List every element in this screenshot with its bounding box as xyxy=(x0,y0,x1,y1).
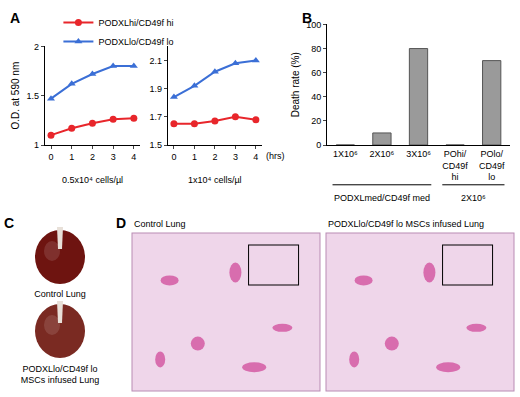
svg-text:1.5: 1.5 xyxy=(149,140,162,150)
svg-text:3X10⁶: 3X10⁶ xyxy=(406,149,431,159)
svg-text:1: 1 xyxy=(69,152,74,162)
svg-text:20: 20 xyxy=(311,116,321,126)
svg-text:Death rate (%): Death rate (%) xyxy=(290,52,301,117)
svg-text:Control Lung: Control Lung xyxy=(134,219,186,229)
svg-text:A: A xyxy=(10,10,20,26)
svg-text:0: 0 xyxy=(316,140,321,150)
svg-text:2: 2 xyxy=(34,42,39,52)
svg-text:1x10⁴ cells/µl: 1x10⁴ cells/µl xyxy=(188,175,242,185)
svg-text:(hrs): (hrs) xyxy=(266,151,285,161)
svg-text:2: 2 xyxy=(212,152,217,162)
svg-text:3: 3 xyxy=(233,152,238,162)
svg-text:1X10⁶: 1X10⁶ xyxy=(333,149,358,159)
svg-text:0.5x10⁴ cells/µl: 0.5x10⁴ cells/µl xyxy=(62,175,123,185)
svg-text:B: B xyxy=(302,10,312,26)
svg-text:0: 0 xyxy=(171,152,176,162)
svg-text:4: 4 xyxy=(253,152,258,162)
svg-text:1.5: 1.5 xyxy=(26,91,39,101)
svg-text:D: D xyxy=(116,215,126,231)
svg-text:2X10⁶: 2X10⁶ xyxy=(370,149,395,159)
svg-text:2X10⁶: 2X10⁶ xyxy=(461,193,486,203)
svg-text:2.1: 2.1 xyxy=(149,56,162,66)
svg-text:80: 80 xyxy=(311,44,321,54)
svg-text:MSCs infused Lung: MSCs infused Lung xyxy=(21,375,100,385)
svg-text:100: 100 xyxy=(306,20,321,30)
svg-text:POhi/CD49fhi: POhi/CD49fhi xyxy=(442,149,468,182)
svg-text:POlo/CD49flo: POlo/CD49flo xyxy=(479,149,505,182)
svg-text:PODXLmed/CD49f med: PODXLmed/CD49f med xyxy=(334,193,430,203)
svg-text:1.7: 1.7 xyxy=(149,112,162,122)
svg-text:PODXLhi/CD49f hi: PODXLhi/CD49f hi xyxy=(98,18,173,28)
svg-text:1: 1 xyxy=(34,140,39,150)
svg-text:PODXLlo/CD49f lo: PODXLlo/CD49f lo xyxy=(22,364,97,374)
svg-text:40: 40 xyxy=(311,92,321,102)
svg-text:1: 1 xyxy=(192,152,197,162)
svg-text:PODXLlo/CD49f lo MSCs infused: PODXLlo/CD49f lo MSCs infused Lung xyxy=(328,219,484,229)
svg-text:O.D. at 590 nm: O.D. at 590 nm xyxy=(10,62,21,130)
svg-text:PODXLlo/CD49f lo: PODXLlo/CD49f lo xyxy=(98,37,173,47)
svg-text:0: 0 xyxy=(48,152,53,162)
svg-text:60: 60 xyxy=(311,68,321,78)
svg-text:4: 4 xyxy=(131,152,136,162)
svg-text:1.9: 1.9 xyxy=(149,84,162,94)
svg-text:C: C xyxy=(4,215,14,231)
svg-text:2: 2 xyxy=(90,152,95,162)
svg-text:3: 3 xyxy=(111,152,116,162)
svg-text:Control Lung: Control Lung xyxy=(34,289,86,299)
